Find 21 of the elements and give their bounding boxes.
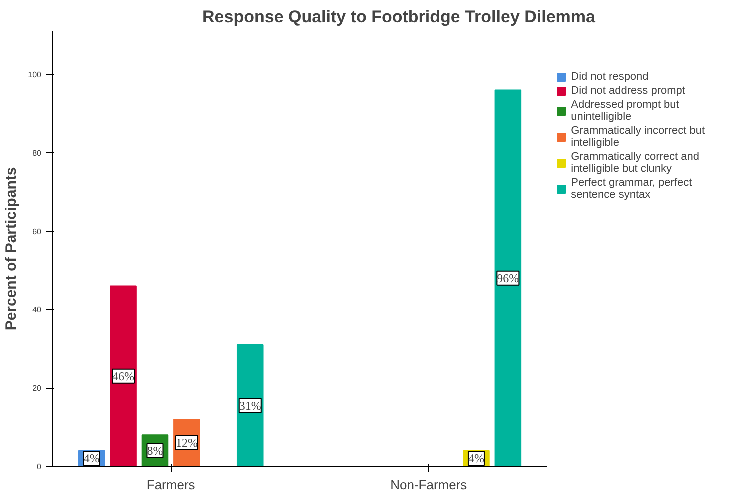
x-tick-label: Farmers — [146, 478, 196, 492]
y-tick-label: 80 — [32, 148, 42, 158]
y-axis-title: Percent of Participants — [3, 167, 20, 331]
y-tick-label: 40 — [32, 306, 42, 315]
y-tick-label: 20 — [32, 384, 42, 394]
data-label: 31% — [239, 398, 262, 413]
x-tick-label: Non-Farmers — [390, 478, 468, 492]
y-tick-label: 60 — [32, 227, 42, 236]
legend-label: Addressed prompt but unintelligible — [571, 99, 680, 123]
bar — [494, 90, 522, 466]
legend-label: Perfect grammar, perfect sentence syntax — [571, 177, 692, 201]
y-tick-label: 100 — [28, 70, 42, 80]
chart-title: Response Quality to Footbridge Trolley Dilemma — [202, 8, 596, 26]
bar — [110, 286, 137, 466]
legend-label: Did not address prompt — [571, 85, 686, 97]
legend-label: Grammatically incorrect but intelligible — [571, 125, 705, 149]
legend-label: Grammatically correct and intelligible but clunky — [571, 151, 700, 175]
bar — [236, 344, 264, 466]
legend-label: Did not respond — [571, 71, 649, 83]
y-tick-label: 0 — [37, 462, 42, 472]
data-label: 12% — [176, 436, 198, 450]
